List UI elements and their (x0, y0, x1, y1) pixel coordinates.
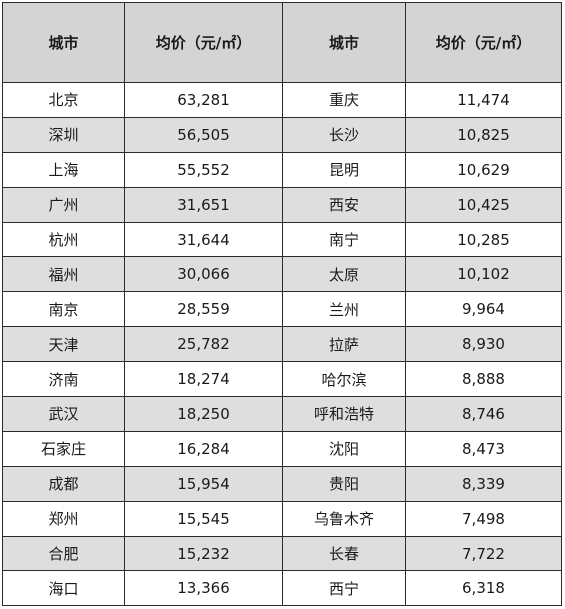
city-right-cell: 长春 (282, 535, 406, 572)
price-left-cell: 18,274 (124, 361, 283, 398)
header-city-left: 城市 (2, 2, 125, 83)
city-right-cell: 昆明 (282, 151, 406, 188)
price-left-cell: 16,284 (124, 430, 283, 467)
table-row: 海口 13,366 西宁 6,318 (2, 570, 562, 607)
price-right-cell: 10,285 (405, 221, 562, 258)
city-right-cell: 西宁 (282, 570, 406, 607)
price-left-cell: 31,644 (124, 221, 283, 258)
price-left-cell: 15,954 (124, 465, 283, 502)
city-right-cell: 拉萨 (282, 326, 406, 363)
table-row: 广州 31,651 西安 10,425 (2, 186, 562, 223)
city-left-cell: 天津 (2, 326, 125, 363)
price-right-cell: 10,425 (405, 186, 562, 223)
price-right-cell: 8,930 (405, 326, 562, 363)
table-row: 石家庄 16,284 沈阳 8,473 (2, 430, 562, 467)
price-right-cell: 7,722 (405, 535, 562, 572)
table-body: 北京 63,281 重庆 11,474 深圳 56,505 长沙 10,825 上海 55,552… (2, 82, 562, 607)
price-right-cell: 7,498 (405, 500, 562, 537)
price-right-cell: 8,473 (405, 430, 562, 467)
header-price-right: 均价（元/㎡） (405, 2, 562, 83)
city-left-cell: 济南 (2, 361, 125, 398)
price-right-cell: 8,888 (405, 361, 562, 398)
table-row: 济南 18,274 哈尔滨 8,888 (2, 361, 562, 398)
table-row: 天津 25,782 拉萨 8,930 (2, 326, 562, 363)
city-left-cell: 成都 (2, 465, 125, 502)
city-left-cell: 杭州 (2, 221, 125, 258)
city-right-cell: 兰州 (282, 291, 406, 328)
price-right-cell: 10,825 (405, 116, 562, 153)
table-row: 郑州 15,545 乌鲁木齐 7,498 (2, 500, 562, 537)
table-row: 南京 28,559 兰州 9,964 (2, 291, 562, 328)
city-right-cell: 西安 (282, 186, 406, 223)
price-left-cell: 30,066 (124, 256, 283, 293)
header-city-right: 城市 (282, 2, 406, 83)
price-right-cell: 11,474 (405, 82, 562, 118)
city-right-cell: 沈阳 (282, 430, 406, 467)
price-left-cell: 56,505 (124, 116, 283, 153)
price-left-cell: 18,250 (124, 396, 283, 432)
price-right-cell: 8,746 (405, 396, 562, 432)
city-right-cell: 贵阳 (282, 465, 406, 502)
price-right-cell: 10,102 (405, 256, 562, 293)
city-left-cell: 上海 (2, 151, 125, 188)
table-row: 合肥 15,232 长春 7,722 (2, 535, 562, 572)
city-right-cell: 哈尔滨 (282, 361, 406, 398)
table-row: 上海 55,552 昆明 10,629 (2, 151, 562, 188)
city-left-cell: 广州 (2, 186, 125, 223)
city-left-cell: 海口 (2, 570, 125, 607)
city-left-cell: 武汉 (2, 396, 125, 432)
price-right-cell: 8,339 (405, 465, 562, 502)
city-left-cell: 郑州 (2, 500, 125, 537)
city-left-cell: 石家庄 (2, 430, 125, 467)
city-left-cell: 合肥 (2, 535, 125, 572)
table-row: 武汉 18,250 呼和浩特 8,746 (2, 396, 562, 432)
city-right-cell: 长沙 (282, 116, 406, 153)
city-right-cell: 太原 (282, 256, 406, 293)
city-right-cell: 重庆 (282, 82, 406, 118)
price-left-cell: 28,559 (124, 291, 283, 328)
city-right-cell: 南宁 (282, 221, 406, 258)
price-left-cell: 15,232 (124, 535, 283, 572)
table-header-row: 城市 均价（元/㎡） 城市 均价（元/㎡） (2, 2, 562, 83)
city-left-cell: 南京 (2, 291, 125, 328)
table-row: 成都 15,954 贵阳 8,339 (2, 465, 562, 502)
city-right-cell: 呼和浩特 (282, 396, 406, 432)
price-left-cell: 31,651 (124, 186, 283, 223)
table-row: 杭州 31,644 南宁 10,285 (2, 221, 562, 258)
price-left-cell: 25,782 (124, 326, 283, 363)
header-price-left: 均价（元/㎡） (124, 2, 283, 83)
price-left-cell: 55,552 (124, 151, 283, 188)
table-row: 福州 30,066 太原 10,102 (2, 256, 562, 293)
city-left-cell: 深圳 (2, 116, 125, 153)
table-row: 深圳 56,505 长沙 10,825 (2, 116, 562, 153)
city-left-cell: 北京 (2, 82, 125, 118)
price-right-cell: 9,964 (405, 291, 562, 328)
price-left-cell: 63,281 (124, 82, 283, 118)
price-right-cell: 10,629 (405, 151, 562, 188)
price-left-cell: 15,545 (124, 500, 283, 537)
table-row: 北京 63,281 重庆 11,474 (2, 82, 562, 118)
city-left-cell: 福州 (2, 256, 125, 293)
city-right-cell: 乌鲁木齐 (282, 500, 406, 537)
price-left-cell: 13,366 (124, 570, 283, 607)
price-right-cell: 6,318 (405, 570, 562, 607)
